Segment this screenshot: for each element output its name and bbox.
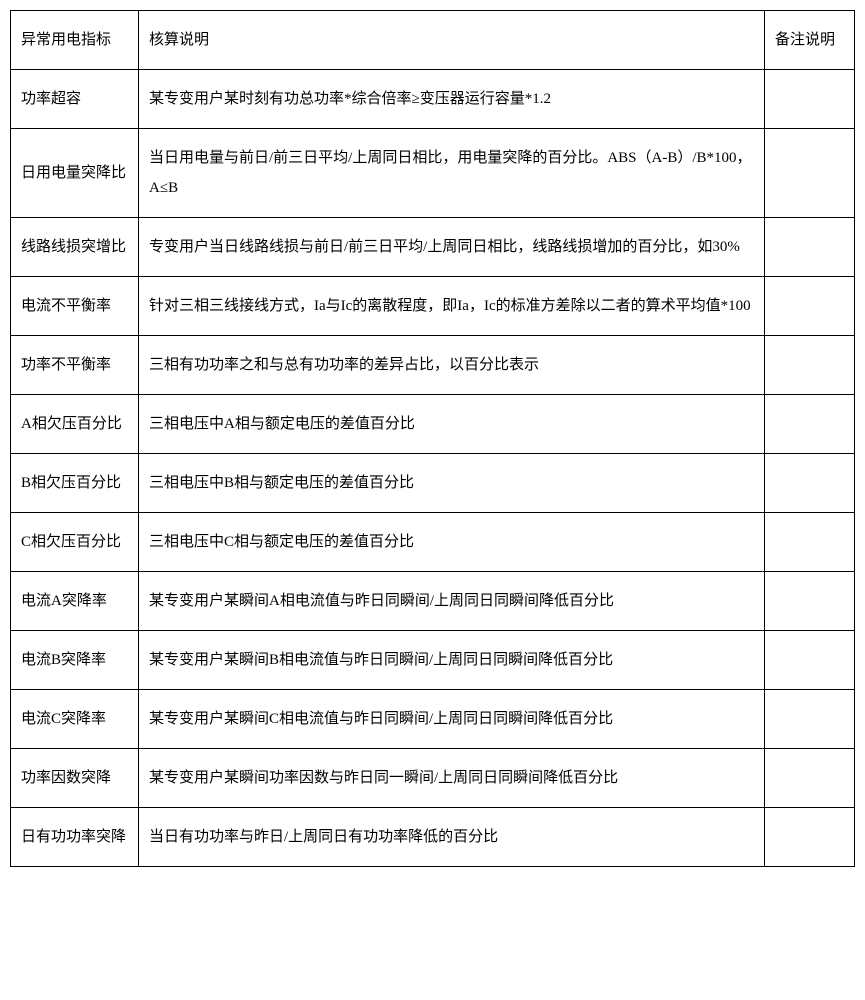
table-row: 电流B突降率 某专变用户某瞬间B相电流值与昨日同瞬间/上周同日同瞬间降低百分比 — [11, 631, 855, 690]
table-row: 功率不平衡率 三相有功功率之和与总有功功率的差异占比，以百分比表示 — [11, 336, 855, 395]
col-header-desc: 核算说明 — [139, 11, 765, 70]
cell-indicator: 电流C突降率 — [11, 690, 139, 749]
cell-desc: 某专变用户某瞬间B相电流值与昨日同瞬间/上周同日同瞬间降低百分比 — [139, 631, 765, 690]
table-row: 电流C突降率 某专变用户某瞬间C相电流值与昨日同瞬间/上周同日同瞬间降低百分比 — [11, 690, 855, 749]
cell-desc: 三相电压中C相与额定电压的差值百分比 — [139, 513, 765, 572]
table-row: 日有功功率突降 当日有功功率与昨日/上周同日有功功率降低的百分比 — [11, 808, 855, 867]
cell-remark — [765, 572, 855, 631]
cell-indicator: 线路线损突增比 — [11, 218, 139, 277]
cell-remark — [765, 513, 855, 572]
table-row: 日用电量突降比 当日用电量与前日/前三日平均/上周同日相比，用电量突降的百分比。… — [11, 129, 855, 218]
cell-indicator: 日用电量突降比 — [11, 129, 139, 218]
cell-desc: 三相有功功率之和与总有功功率的差异占比，以百分比表示 — [139, 336, 765, 395]
cell-desc: 三相电压中A相与额定电压的差值百分比 — [139, 395, 765, 454]
cell-indicator: 日有功功率突降 — [11, 808, 139, 867]
cell-remark — [765, 70, 855, 129]
cell-desc: 某专变用户某瞬间功率因数与昨日同一瞬间/上周同日同瞬间降低百分比 — [139, 749, 765, 808]
table-header-row: 异常用电指标 核算说明 备注说明 — [11, 11, 855, 70]
table-row: B相欠压百分比 三相电压中B相与额定电压的差值百分比 — [11, 454, 855, 513]
cell-indicator: 电流A突降率 — [11, 572, 139, 631]
cell-remark — [765, 631, 855, 690]
cell-desc: 当日用电量与前日/前三日平均/上周同日相比，用电量突降的百分比。ABS（A-B）… — [139, 129, 765, 218]
table-body: 异常用电指标 核算说明 备注说明 功率超容 某专变用户某时刻有功总功率*综合倍率… — [11, 11, 855, 867]
col-header-indicator: 异常用电指标 — [11, 11, 139, 70]
table-row: 线路线损突增比 专变用户当日线路线损与前日/前三日平均/上周同日相比，线路线损增… — [11, 218, 855, 277]
cell-remark — [765, 129, 855, 218]
cell-remark — [765, 277, 855, 336]
table-row: 功率超容 某专变用户某时刻有功总功率*综合倍率≥变压器运行容量*1.2 — [11, 70, 855, 129]
cell-remark — [765, 454, 855, 513]
cell-indicator: 电流B突降率 — [11, 631, 139, 690]
col-header-remark: 备注说明 — [765, 11, 855, 70]
cell-indicator: 电流不平衡率 — [11, 277, 139, 336]
cell-remark — [765, 749, 855, 808]
cell-desc: 针对三相三线接线方式，Ia与Ic的离散程度，即Ia，Ic的标准方差除以二者的算术… — [139, 277, 765, 336]
cell-desc: 专变用户当日线路线损与前日/前三日平均/上周同日相比，线路线损增加的百分比，如3… — [139, 218, 765, 277]
cell-remark — [765, 808, 855, 867]
cell-desc: 某专变用户某时刻有功总功率*综合倍率≥变压器运行容量*1.2 — [139, 70, 765, 129]
cell-remark — [765, 690, 855, 749]
table-row: 功率因数突降 某专变用户某瞬间功率因数与昨日同一瞬间/上周同日同瞬间降低百分比 — [11, 749, 855, 808]
table-row: A相欠压百分比 三相电压中A相与额定电压的差值百分比 — [11, 395, 855, 454]
cell-indicator: 功率超容 — [11, 70, 139, 129]
cell-indicator: B相欠压百分比 — [11, 454, 139, 513]
cell-remark — [765, 336, 855, 395]
cell-remark — [765, 395, 855, 454]
cell-indicator: 功率因数突降 — [11, 749, 139, 808]
cell-desc: 某专变用户某瞬间A相电流值与昨日同瞬间/上周同日同瞬间降低百分比 — [139, 572, 765, 631]
cell-desc: 三相电压中B相与额定电压的差值百分比 — [139, 454, 765, 513]
table-row: 电流A突降率 某专变用户某瞬间A相电流值与昨日同瞬间/上周同日同瞬间降低百分比 — [11, 572, 855, 631]
cell-desc: 当日有功功率与昨日/上周同日有功功率降低的百分比 — [139, 808, 765, 867]
cell-indicator: 功率不平衡率 — [11, 336, 139, 395]
cell-indicator: C相欠压百分比 — [11, 513, 139, 572]
cell-desc: 某专变用户某瞬间C相电流值与昨日同瞬间/上周同日同瞬间降低百分比 — [139, 690, 765, 749]
table-row: C相欠压百分比 三相电压中C相与额定电压的差值百分比 — [11, 513, 855, 572]
table-row: 电流不平衡率 针对三相三线接线方式，Ia与Ic的离散程度，即Ia，Ic的标准方差… — [11, 277, 855, 336]
cell-indicator: A相欠压百分比 — [11, 395, 139, 454]
cell-remark — [765, 218, 855, 277]
indicator-table: 异常用电指标 核算说明 备注说明 功率超容 某专变用户某时刻有功总功率*综合倍率… — [10, 10, 855, 867]
